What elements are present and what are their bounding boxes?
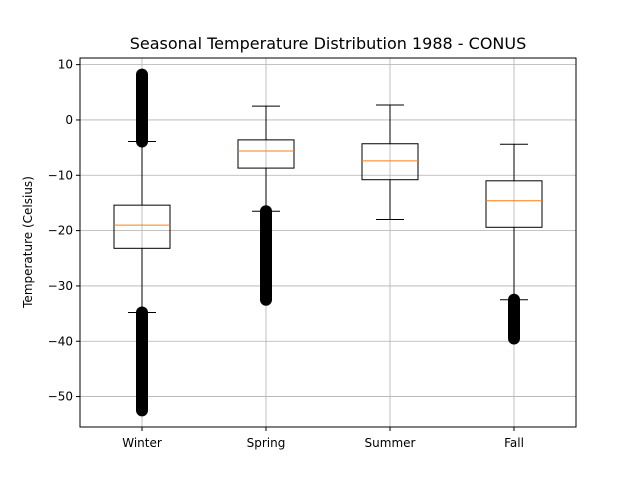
iqr-box xyxy=(361,143,419,181)
x-tick-label: Fall xyxy=(504,436,524,450)
y-tick-label: −30 xyxy=(48,279,73,293)
y-tick-label: −50 xyxy=(48,390,73,404)
y-tick-label: −40 xyxy=(48,334,73,348)
x-tick-label: Summer xyxy=(365,436,416,450)
axes-frame xyxy=(79,57,577,428)
box-fall xyxy=(485,143,543,345)
iqr-box xyxy=(485,180,543,228)
y-tick-label: 10 xyxy=(58,58,73,72)
box-winter xyxy=(113,68,171,417)
chart-title: Seasonal Temperature Distribution 1988 -… xyxy=(130,34,527,53)
iqr-box xyxy=(237,139,295,169)
iqr-box xyxy=(113,204,171,249)
y-tick-label: 0 xyxy=(65,113,73,127)
box-spring xyxy=(237,105,295,306)
y-tick-label: −20 xyxy=(48,224,73,238)
y-axis-label: Temperature (Celsius) xyxy=(21,176,35,309)
x-tick-label: Winter xyxy=(122,436,162,450)
plot-area: 10 0 −10 −20 −30 −40 −50 Winter Spring Summer Fall xyxy=(48,57,577,450)
x-tick-label: Spring xyxy=(247,436,286,450)
box-summer xyxy=(361,104,419,221)
y-tick-label: −10 xyxy=(48,168,73,182)
